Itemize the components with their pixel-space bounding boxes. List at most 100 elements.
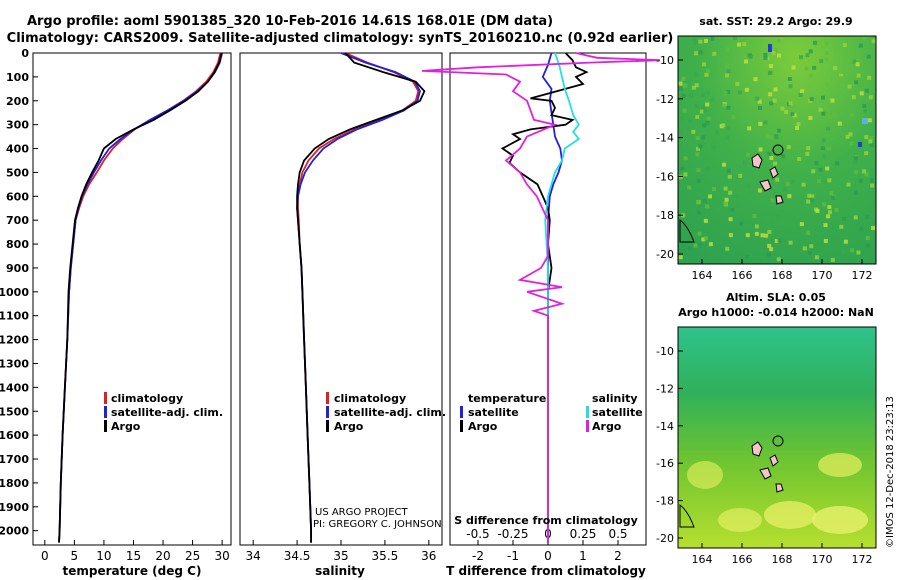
map-y-label: -10 — [656, 345, 674, 358]
sst-pixel — [726, 168, 731, 173]
x-tick-label: 15 — [126, 549, 141, 563]
sst-pixel — [831, 195, 835, 200]
sst-pixel — [694, 51, 699, 56]
legend-label-climatology: climatology — [334, 392, 406, 405]
sla-map-frame — [677, 326, 877, 549]
sst-map-texture — [678, 36, 876, 262]
sst-pixel — [763, 52, 768, 57]
sst-pixel — [856, 250, 861, 255]
legend-swatch-argo — [104, 420, 107, 432]
sst-pixel — [809, 97, 814, 102]
sst-pixel — [763, 56, 768, 60]
x-tick-label: 2 — [614, 549, 622, 563]
sst-pixel — [801, 182, 806, 187]
sst-pixel — [714, 129, 719, 134]
sst-pixel — [681, 94, 686, 99]
sst-pixel — [678, 255, 683, 260]
sst-pixel — [826, 114, 831, 119]
sst-pixel — [811, 169, 816, 174]
map-y-label: -12 — [656, 382, 674, 395]
legend-label-t-satellite: satellite — [468, 406, 519, 419]
sst-pixel — [744, 59, 748, 64]
sst-pixel — [691, 129, 696, 134]
map-y-label: -18 — [656, 209, 674, 222]
sst-pixel — [691, 85, 696, 90]
sst-pixel — [756, 220, 761, 225]
sst-pixel — [834, 207, 839, 212]
sst-pixel — [864, 135, 869, 140]
sst-pixel — [870, 183, 875, 188]
sst-pixel — [760, 233, 765, 238]
sst-pixel — [776, 38, 781, 43]
sst-pixel — [695, 136, 700, 141]
sst-pixel — [826, 126, 831, 131]
map-x-label: 166 — [732, 269, 753, 282]
map-x-label: 170 — [812, 269, 833, 282]
sst-pixel — [862, 36, 867, 41]
map-x-label: 168 — [772, 269, 793, 282]
sst-pixel — [744, 87, 749, 92]
sst-pixel — [712, 51, 717, 56]
sst-pixel — [805, 151, 810, 156]
sst-pixel — [698, 39, 703, 44]
series-line-argo — [296, 52, 426, 543]
depth-tick-label: 1900 — [0, 501, 29, 514]
legend-label-argo: Argo — [334, 420, 364, 433]
sst-pixel — [768, 70, 773, 75]
sst-pixel — [827, 178, 832, 183]
x-tick-label: 35 — [333, 549, 348, 563]
series-line-argo — [58, 52, 223, 543]
sst-pixel — [745, 254, 750, 259]
island-shape — [769, 454, 779, 467]
sst-pixel — [680, 166, 685, 171]
sst-pixel — [695, 115, 700, 119]
sst-pixel — [692, 37, 697, 42]
temperature-lines — [58, 52, 223, 543]
sst-pixel — [822, 154, 827, 159]
legend-swatch-climatology — [104, 392, 107, 404]
sst-pixel — [852, 59, 857, 64]
sst-pixel — [843, 239, 848, 244]
sst-pixel — [871, 39, 876, 44]
depth-tick-label: 600 — [6, 190, 29, 203]
map-x-label: 164 — [692, 553, 713, 566]
difference-xlabel: T difference from climatology — [446, 564, 646, 578]
sst-pixel — [788, 84, 793, 89]
sst-pixel — [859, 226, 864, 231]
sst-pixel — [847, 84, 852, 89]
sst-pixel — [769, 134, 773, 139]
sst-pixel — [865, 243, 870, 248]
sst-pixel — [770, 198, 775, 203]
imos-stamp: ©IMOS 12-Dec-2018 23:23:13 — [885, 396, 896, 548]
sst-pixel — [747, 126, 752, 131]
sst-pixel — [808, 49, 813, 54]
sst-pixel — [745, 79, 750, 84]
sst-pixel — [710, 97, 715, 102]
sst-pixel — [869, 143, 874, 147]
sst-pixel — [726, 105, 731, 110]
sst-pixel — [813, 40, 818, 45]
sst-pixel — [868, 139, 873, 144]
argo-float-marker — [772, 144, 784, 156]
sst-pixel — [828, 210, 832, 215]
depth-tick-label: 100 — [6, 71, 29, 84]
temperature-legend: climatology satellite-adj. clim. Argo — [104, 392, 223, 433]
sst-pixel — [796, 122, 801, 127]
x-tick-label: 25 — [185, 549, 200, 563]
sst-pixel — [833, 66, 838, 71]
depth-tick-label: 1400 — [0, 381, 29, 394]
sst-pixel — [809, 244, 814, 249]
sst-pixel — [695, 104, 700, 109]
sst-pixel — [855, 62, 860, 67]
legend-swatch-t-argo — [460, 420, 463, 432]
sst-pixel — [868, 95, 873, 100]
sst-pixel — [698, 50, 703, 55]
sst-map-islands — [679, 44, 868, 243]
x-tick-label: 20 — [155, 549, 170, 563]
sst-pixel — [743, 160, 748, 165]
legend-label-s-argo: Argo — [592, 420, 622, 433]
map-y-label: -16 — [656, 457, 674, 470]
sst-pixel — [807, 193, 812, 198]
sst-pixel — [734, 174, 739, 179]
sst-pixel — [804, 66, 809, 71]
